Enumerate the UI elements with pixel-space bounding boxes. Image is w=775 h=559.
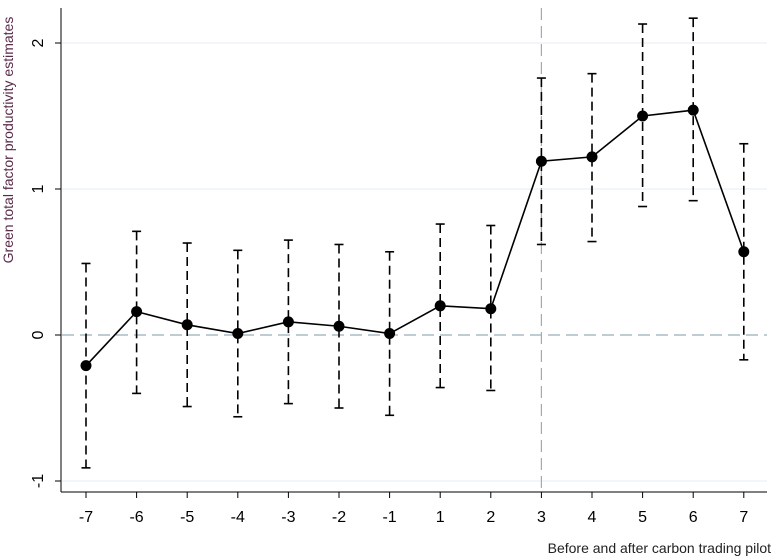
x-tick-label: -7 [79, 509, 93, 526]
y-tick-label: -1 [30, 474, 47, 488]
x-tick-label: -6 [129, 509, 143, 526]
y-tick-label: 2 [30, 38, 47, 47]
data-point [232, 328, 244, 340]
data-point [485, 303, 497, 315]
x-tick-label: 6 [689, 509, 698, 526]
x-tick-label: 7 [739, 509, 748, 526]
x-tick-label: -5 [180, 509, 194, 526]
series-line [85, 109, 745, 367]
reference-lines [62, 8, 767, 492]
x-tick-label: 4 [588, 509, 597, 526]
axes [60, 8, 767, 493]
y-axis-label: Green total factor productivity estimate… [0, 17, 16, 264]
x-tick-label: 1 [436, 509, 445, 526]
data-point [738, 246, 750, 258]
x-ticks: -7 -6 -5 -4 -3 -2 -1 1 2 3 4 5 6 7 [79, 492, 748, 526]
x-tick-label: 5 [638, 509, 647, 526]
confidence-intervals [81, 17, 749, 469]
data-point [637, 110, 649, 122]
y-ticks: -1 0 1 2 [30, 38, 61, 488]
data-point [181, 319, 193, 331]
x-axis-label: Before and after carbon trading pilot [548, 540, 771, 556]
data-point [384, 328, 396, 340]
data-point [687, 104, 699, 116]
data-point [282, 316, 294, 328]
data-points [80, 104, 750, 372]
x-tick-label: -1 [382, 509, 396, 526]
data-point [80, 360, 92, 372]
x-tick-label: 3 [537, 509, 546, 526]
x-tick-label: 2 [486, 509, 495, 526]
data-point [434, 300, 446, 312]
data-point [333, 320, 345, 332]
data-point [535, 155, 547, 167]
x-tick-label: -2 [332, 509, 346, 526]
x-tick-label: -3 [281, 509, 295, 526]
y-tick-label: 0 [30, 330, 47, 339]
x-tick-label: -4 [231, 509, 245, 526]
data-point [131, 306, 143, 318]
data-point [586, 151, 598, 163]
gridlines [62, 42, 767, 482]
y-tick-label: 1 [30, 184, 47, 193]
